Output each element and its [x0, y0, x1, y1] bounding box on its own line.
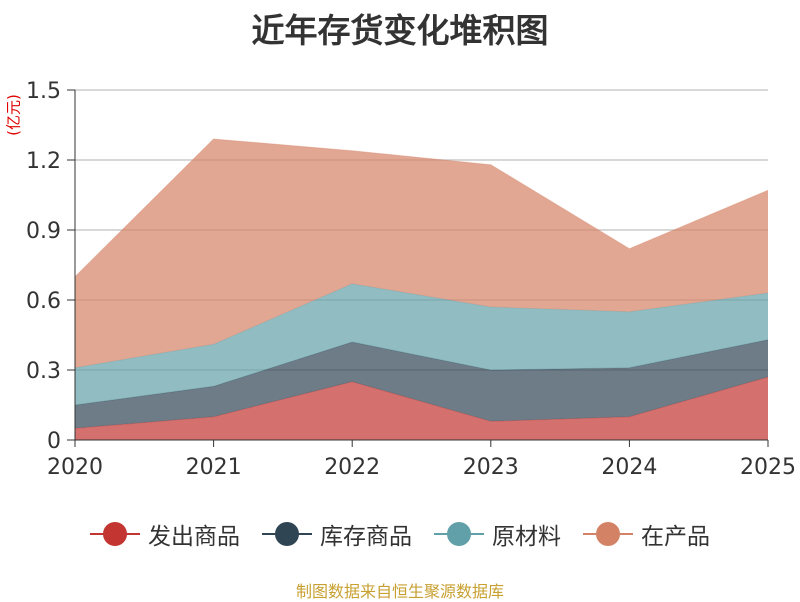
legend-dot	[596, 522, 620, 546]
y-tick-label: 0	[47, 429, 61, 454]
legend-item[interactable]: 库存商品	[262, 516, 412, 552]
legend-label: 发出商品	[148, 524, 240, 550]
legend-item[interactable]: 在产品	[583, 516, 710, 552]
legend-label: 在产品	[641, 524, 710, 550]
legend-item[interactable]: 发出商品	[90, 516, 240, 552]
area-series-1	[75, 339, 768, 429]
area-series-0	[75, 377, 768, 440]
legend-dot	[103, 522, 127, 546]
y-tick-label: 0.6	[26, 289, 61, 314]
legend-dot	[275, 522, 299, 546]
x-tick-label: 2022	[324, 455, 380, 480]
legend-label: 原材料	[492, 524, 561, 550]
axis-layer: 0 0.3 0.6 0.9 1.2 1.5 2020 2021 2022 2023 2024 2025	[26, 79, 796, 480]
chart-title: 近年存货变化堆积图	[251, 11, 549, 50]
legend-swatch	[262, 516, 312, 552]
area-series-edge-3	[74, 138, 769, 278]
y-tick-label: 0.3	[26, 359, 61, 384]
x-tick-label: 2025	[740, 455, 796, 480]
legend-swatch	[434, 516, 484, 552]
x-tick-label: 2020	[47, 455, 103, 480]
y-tick-label: 0.9	[26, 219, 61, 244]
source-note: 制图数据来自恒生聚源数据库	[295, 582, 504, 601]
legend-item[interactable]: 原材料	[434, 516, 561, 552]
legend-dot	[447, 522, 471, 546]
x-tick-label: 2023	[463, 455, 519, 480]
area-layer	[74, 138, 769, 440]
y-tick-label: 1.5	[26, 79, 61, 104]
area-series-2	[75, 283, 768, 405]
legend-swatch	[583, 516, 633, 552]
legend-swatch	[90, 516, 140, 552]
area-series-3	[75, 139, 768, 368]
x-tick-label: 2024	[601, 455, 657, 480]
y-tick-label: 1.2	[26, 149, 61, 174]
legend: 发出商品 库存商品 原材料 在产品	[0, 516, 800, 552]
legend-label: 库存商品	[320, 524, 412, 550]
x-tick-label: 2021	[186, 455, 242, 480]
